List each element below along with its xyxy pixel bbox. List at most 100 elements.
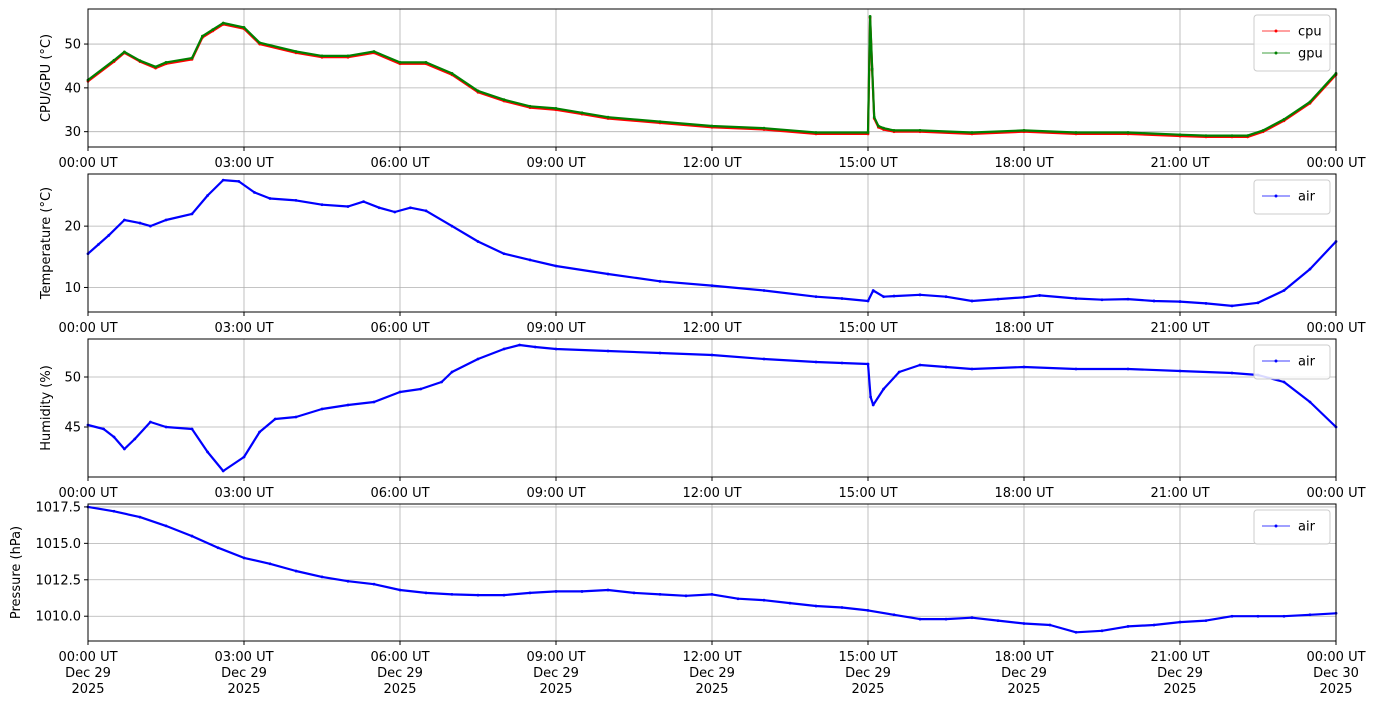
data-point-gpu bbox=[502, 98, 506, 102]
x-tick-label: 2025 bbox=[539, 682, 572, 697]
data-point-air bbox=[149, 420, 152, 424]
panel-1: 30 40 50 00:00 UT 03:00 UT 06:00 UT 09:00 UT 12… bbox=[39, 8, 1366, 171]
x-tick-label: 18:00 UT bbox=[994, 321, 1053, 336]
data-point-air bbox=[1100, 298, 1104, 302]
y-tick-label: 50 bbox=[64, 38, 81, 53]
data-point-air bbox=[518, 343, 521, 347]
data-point-gpu bbox=[606, 115, 610, 119]
data-point-air bbox=[123, 218, 126, 222]
panel-3: 45 50 00:00 UT 03:00 UT 06:00 UT 09:00 UT 12:0… bbox=[39, 338, 1366, 501]
data-point-gpu bbox=[258, 41, 261, 45]
x-tick-label: Dec 29 bbox=[1001, 666, 1047, 681]
x-tick-label: 2025 bbox=[1163, 682, 1196, 697]
legend: air bbox=[1253, 344, 1331, 380]
data-point-air bbox=[970, 616, 974, 620]
data-point-air bbox=[897, 370, 901, 374]
data-point-air bbox=[164, 218, 168, 222]
data-point-air bbox=[814, 360, 818, 364]
x-tick-label: 21:00 UT bbox=[1150, 156, 1209, 171]
x-tick-label: 2025 bbox=[695, 682, 728, 697]
data-point-air bbox=[1308, 613, 1312, 617]
data-point-air bbox=[918, 617, 922, 621]
data-point-air bbox=[1152, 299, 1156, 303]
x-tick-label: 21:00 UT bbox=[1150, 486, 1209, 501]
data-point-air bbox=[710, 353, 714, 357]
data-point-air bbox=[1152, 623, 1156, 627]
x-tick-label: 2025 bbox=[851, 682, 884, 697]
data-point-air bbox=[450, 592, 454, 596]
data-point-air bbox=[133, 437, 137, 441]
x-tick-label: 2025 bbox=[383, 682, 416, 697]
x-tick-label: 09:00 UT bbox=[526, 321, 585, 336]
data-point-air bbox=[840, 297, 844, 300]
data-point-air bbox=[216, 546, 220, 550]
data-point-gpu bbox=[1230, 134, 1234, 138]
data-point-air bbox=[866, 608, 870, 612]
x-tick-label: 09:00 UT bbox=[526, 156, 585, 171]
data-point-air bbox=[762, 357, 766, 361]
data-point-air bbox=[1178, 300, 1182, 303]
data-point-air bbox=[1204, 302, 1208, 305]
data-point-air bbox=[320, 575, 324, 579]
data-point-gpu bbox=[868, 15, 872, 18]
data-point-gpu bbox=[814, 131, 818, 134]
data-point-gpu bbox=[450, 72, 454, 75]
data-point-air bbox=[1074, 367, 1078, 371]
data-point-air bbox=[362, 200, 365, 204]
data-point-air bbox=[190, 427, 194, 431]
data-point-air bbox=[346, 205, 350, 208]
x-tick-label: 18:00 UT bbox=[994, 486, 1053, 501]
data-point-air bbox=[476, 357, 480, 361]
data-point-air bbox=[970, 299, 974, 303]
y-tick-label: 50 bbox=[64, 371, 81, 386]
data-point-air bbox=[221, 469, 225, 473]
legend: air bbox=[1253, 509, 1331, 545]
data-point-air bbox=[393, 210, 397, 214]
x-tick-label: 12:00 UT bbox=[682, 486, 741, 501]
x-tick-label: 03:00 UT bbox=[214, 156, 273, 171]
data-point-air bbox=[892, 294, 896, 298]
data-point-air bbox=[242, 556, 246, 560]
legend-swatch-marker bbox=[1274, 359, 1278, 363]
data-point-gpu bbox=[554, 107, 558, 110]
data-point-air bbox=[814, 295, 818, 299]
x-tick-label: 18:00 UT bbox=[994, 650, 1053, 665]
data-point-air bbox=[1074, 630, 1078, 634]
data-point-air bbox=[1308, 400, 1312, 404]
data-point-gpu bbox=[242, 26, 246, 29]
x-tick-label: 00:00 UT bbox=[1306, 321, 1365, 336]
x-tick-label: 00:00 UT bbox=[1306, 486, 1365, 501]
data-point-gpu bbox=[872, 115, 876, 119]
data-point-air bbox=[320, 203, 324, 207]
data-point-air bbox=[944, 617, 948, 621]
x-tick-label: 00:00 UT bbox=[1306, 156, 1365, 171]
data-point-gpu bbox=[190, 56, 194, 60]
x-tick-label: 12:00 UT bbox=[682, 321, 741, 336]
x-tick-label: 06:00 UT bbox=[370, 650, 429, 665]
data-point-air bbox=[1282, 614, 1286, 618]
x-tick-label: 09:00 UT bbox=[526, 650, 585, 665]
data-point-air bbox=[1048, 623, 1052, 627]
x-tick-label: Dec 30 bbox=[1313, 666, 1359, 681]
legend-swatch-marker bbox=[1274, 29, 1278, 33]
legend-label: air bbox=[1298, 520, 1316, 535]
data-point-air bbox=[554, 347, 558, 351]
data-point-air bbox=[268, 562, 272, 566]
data-point-gpu bbox=[970, 131, 974, 134]
y-axis-label: Pressure (hPa) bbox=[9, 526, 24, 619]
data-point-gpu bbox=[372, 50, 376, 53]
x-tick-label: 15:00 UT bbox=[838, 321, 897, 336]
data-point-air bbox=[450, 224, 454, 228]
x-tick-label: 12:00 UT bbox=[682, 650, 741, 665]
x-tick-label: 2025 bbox=[1007, 682, 1040, 697]
data-point-air bbox=[190, 212, 194, 216]
legend-label: gpu bbox=[1298, 47, 1323, 62]
data-point-air bbox=[268, 197, 272, 200]
x-tick-label: 06:00 UT bbox=[370, 486, 429, 501]
data-point-air bbox=[440, 380, 443, 384]
data-point-gpu bbox=[320, 54, 324, 58]
data-point-air bbox=[164, 524, 168, 528]
x-tick-label: 15:00 UT bbox=[838, 156, 897, 171]
data-point-gpu bbox=[1204, 134, 1208, 138]
data-point-air bbox=[866, 299, 870, 303]
